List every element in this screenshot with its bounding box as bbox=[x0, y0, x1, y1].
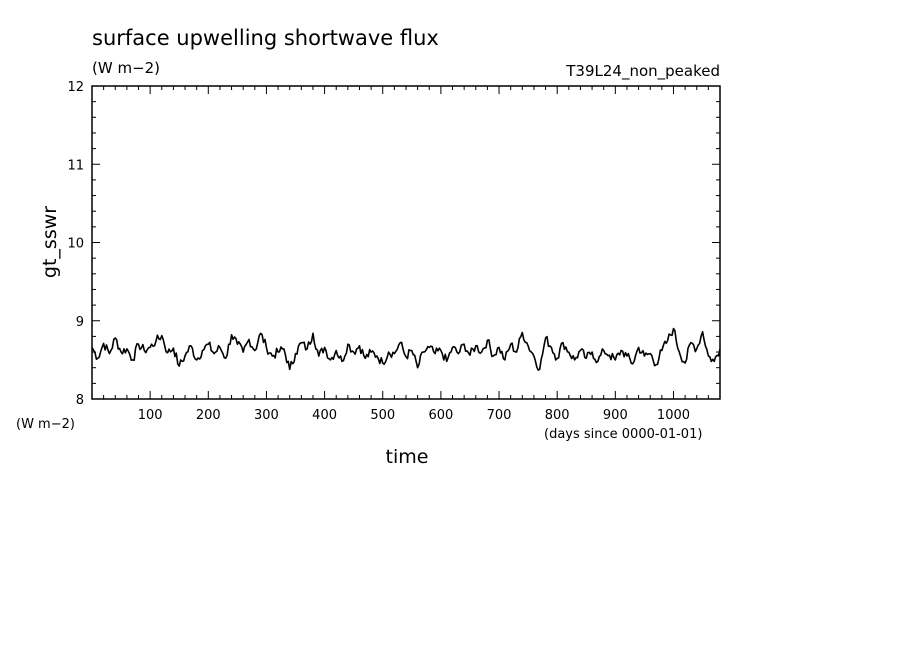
series-line bbox=[91, 327, 721, 371]
y-tick-label: 11 bbox=[67, 158, 84, 173]
x-tick-label: 1000 bbox=[657, 408, 690, 423]
x-tick-label: 400 bbox=[312, 408, 337, 423]
x-tick-label: 700 bbox=[487, 408, 512, 423]
x-tick-label: 800 bbox=[545, 408, 570, 423]
x-tick-label: 600 bbox=[428, 408, 453, 423]
x-tick-label: 100 bbox=[138, 408, 163, 423]
experiment-label: T39L24_non_peaked bbox=[565, 62, 720, 81]
tick-marks bbox=[92, 86, 720, 399]
y-tick-label: 9 bbox=[76, 315, 84, 330]
y-tick-label: 10 bbox=[67, 237, 84, 252]
chart-units: (W m−2) bbox=[92, 59, 160, 77]
y-axis-label: gt_sswr bbox=[39, 206, 61, 278]
x-tick-label: 900 bbox=[603, 408, 628, 423]
chart-title: surface upwelling shortwave flux bbox=[92, 26, 439, 50]
x-tick-labels: 100 200 300 400 500 600 700 800 900 1000 bbox=[138, 408, 690, 423]
y-tick-labels: 8 9 10 11 12 bbox=[67, 80, 84, 408]
x-tick-label: 200 bbox=[196, 408, 221, 423]
x-tick-label: 300 bbox=[254, 408, 279, 423]
x-tick-label: 500 bbox=[370, 408, 395, 423]
y-units-label: (W m−2) bbox=[16, 417, 75, 432]
y-tick-label: 12 bbox=[67, 80, 84, 95]
x-units-label: (days since 0000-01-01) bbox=[544, 427, 702, 442]
x-axis-label: time bbox=[386, 446, 429, 468]
y-tick-label: 8 bbox=[76, 393, 84, 408]
